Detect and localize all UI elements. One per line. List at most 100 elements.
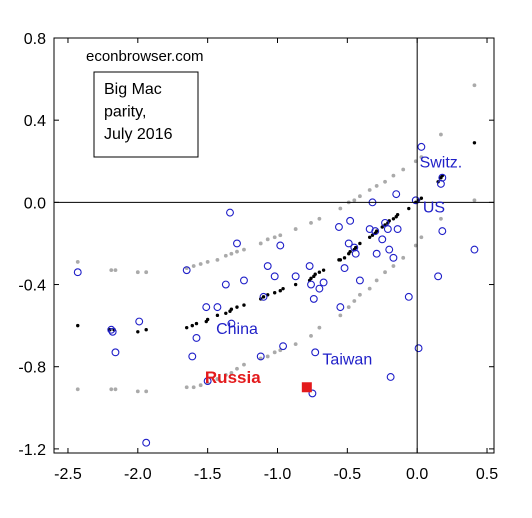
observed-point [188, 352, 197, 361]
annotations: Switz. US China Taiwan Russia [205, 154, 462, 387]
band-point [242, 362, 246, 367]
fit-point [374, 229, 379, 233]
observed-point [307, 280, 315, 289]
observed-point [309, 294, 318, 303]
observed-series [73, 142, 479, 447]
observed-point [182, 266, 191, 275]
fit-point [472, 141, 477, 145]
x-tick-label: -0.5 [334, 466, 362, 483]
fit-point [358, 241, 362, 246]
y-tick-label: -1.2 [18, 442, 46, 459]
observed-point [226, 208, 234, 217]
y-tick-label: 0.8 [24, 31, 46, 48]
band-point [191, 264, 196, 268]
fit-point [309, 276, 313, 281]
observed-point [311, 348, 320, 357]
fit-point [313, 272, 317, 276]
legend-line: Big Mac [104, 81, 162, 98]
fit-point [272, 291, 277, 295]
observed-point [438, 173, 447, 182]
band-point [113, 387, 118, 392]
fit-point [215, 313, 220, 318]
annotation-label: Taiwan [322, 352, 372, 369]
fit-point [261, 295, 266, 299]
band-point [75, 260, 80, 264]
watermark: econbrowser.com [86, 48, 204, 65]
observed-point [291, 272, 300, 281]
band-point [401, 255, 406, 260]
fit-point [342, 256, 347, 260]
annotation-label: US [423, 200, 445, 217]
band-point [75, 387, 80, 392]
band-point [235, 249, 239, 254]
fit-point [367, 235, 372, 239]
fit-point [407, 206, 411, 211]
fit-point [281, 286, 285, 291]
band-point [367, 188, 372, 192]
band-point [367, 286, 372, 291]
x-tick-label: -1.0 [264, 466, 292, 483]
band-point [358, 292, 362, 297]
observed-point [213, 303, 222, 312]
observed-point [135, 317, 144, 326]
observed-point [308, 389, 317, 398]
band-point [352, 299, 357, 303]
fit-point [224, 311, 228, 315]
x-tick-label: 0.5 [476, 466, 498, 483]
observed-point [192, 334, 201, 342]
band-point [205, 260, 210, 264]
observed-point [393, 225, 402, 234]
tick-labels: -2.5 -2.0 -1.5 -1.0 -0.5 0.0 0.5 0.8 0.4 0.0 -0.4 -… [18, 31, 498, 483]
band-point [419, 235, 424, 240]
band-point [215, 257, 220, 262]
band-point [383, 270, 387, 275]
observed-point [142, 438, 151, 447]
fit-point [348, 249, 352, 254]
x-tick-label: -2.5 [54, 466, 82, 483]
band-point [235, 366, 239, 371]
band-point [346, 305, 351, 310]
russia-marker [301, 382, 312, 393]
fit-point [194, 321, 199, 326]
band-point [338, 313, 343, 318]
fit-point [278, 288, 282, 293]
band-point [317, 325, 322, 330]
x-tick-label: -1.5 [194, 466, 222, 483]
band-point [242, 247, 246, 252]
observed-point [340, 264, 349, 273]
fit-point [293, 282, 298, 287]
band-point [265, 354, 270, 359]
observed-point [411, 196, 420, 205]
band-point [338, 206, 343, 211]
band-point [215, 377, 220, 381]
observed-point [276, 241, 285, 250]
fit-point [190, 323, 194, 328]
observed-point [111, 348, 120, 357]
observed-point [438, 227, 447, 236]
legend-frame [93, 71, 199, 158]
fit-point [317, 270, 322, 274]
fit-point [354, 245, 358, 250]
band-point [109, 268, 114, 273]
band-point [472, 198, 477, 203]
x-tick-label: 0.0 [406, 466, 428, 483]
observed-point [344, 239, 353, 248]
observed-point [389, 253, 398, 262]
band-point [258, 241, 263, 246]
observed-point [372, 249, 381, 258]
fit-point [76, 323, 80, 328]
observed-point [417, 142, 426, 151]
band-series [75, 83, 477, 394]
observed-point [386, 373, 395, 381]
observed-point [279, 342, 288, 351]
band-point [419, 155, 424, 160]
observed-point [256, 352, 265, 361]
band-point [184, 385, 189, 390]
observed-point [315, 284, 324, 293]
observed-point [233, 239, 241, 248]
annotation-label: Russia [205, 368, 261, 387]
legend-box: econbrowser.com Big Mac parity, July 2016 [86, 48, 204, 158]
x-tick-label: -2.0 [124, 466, 152, 483]
band-point [352, 198, 357, 203]
